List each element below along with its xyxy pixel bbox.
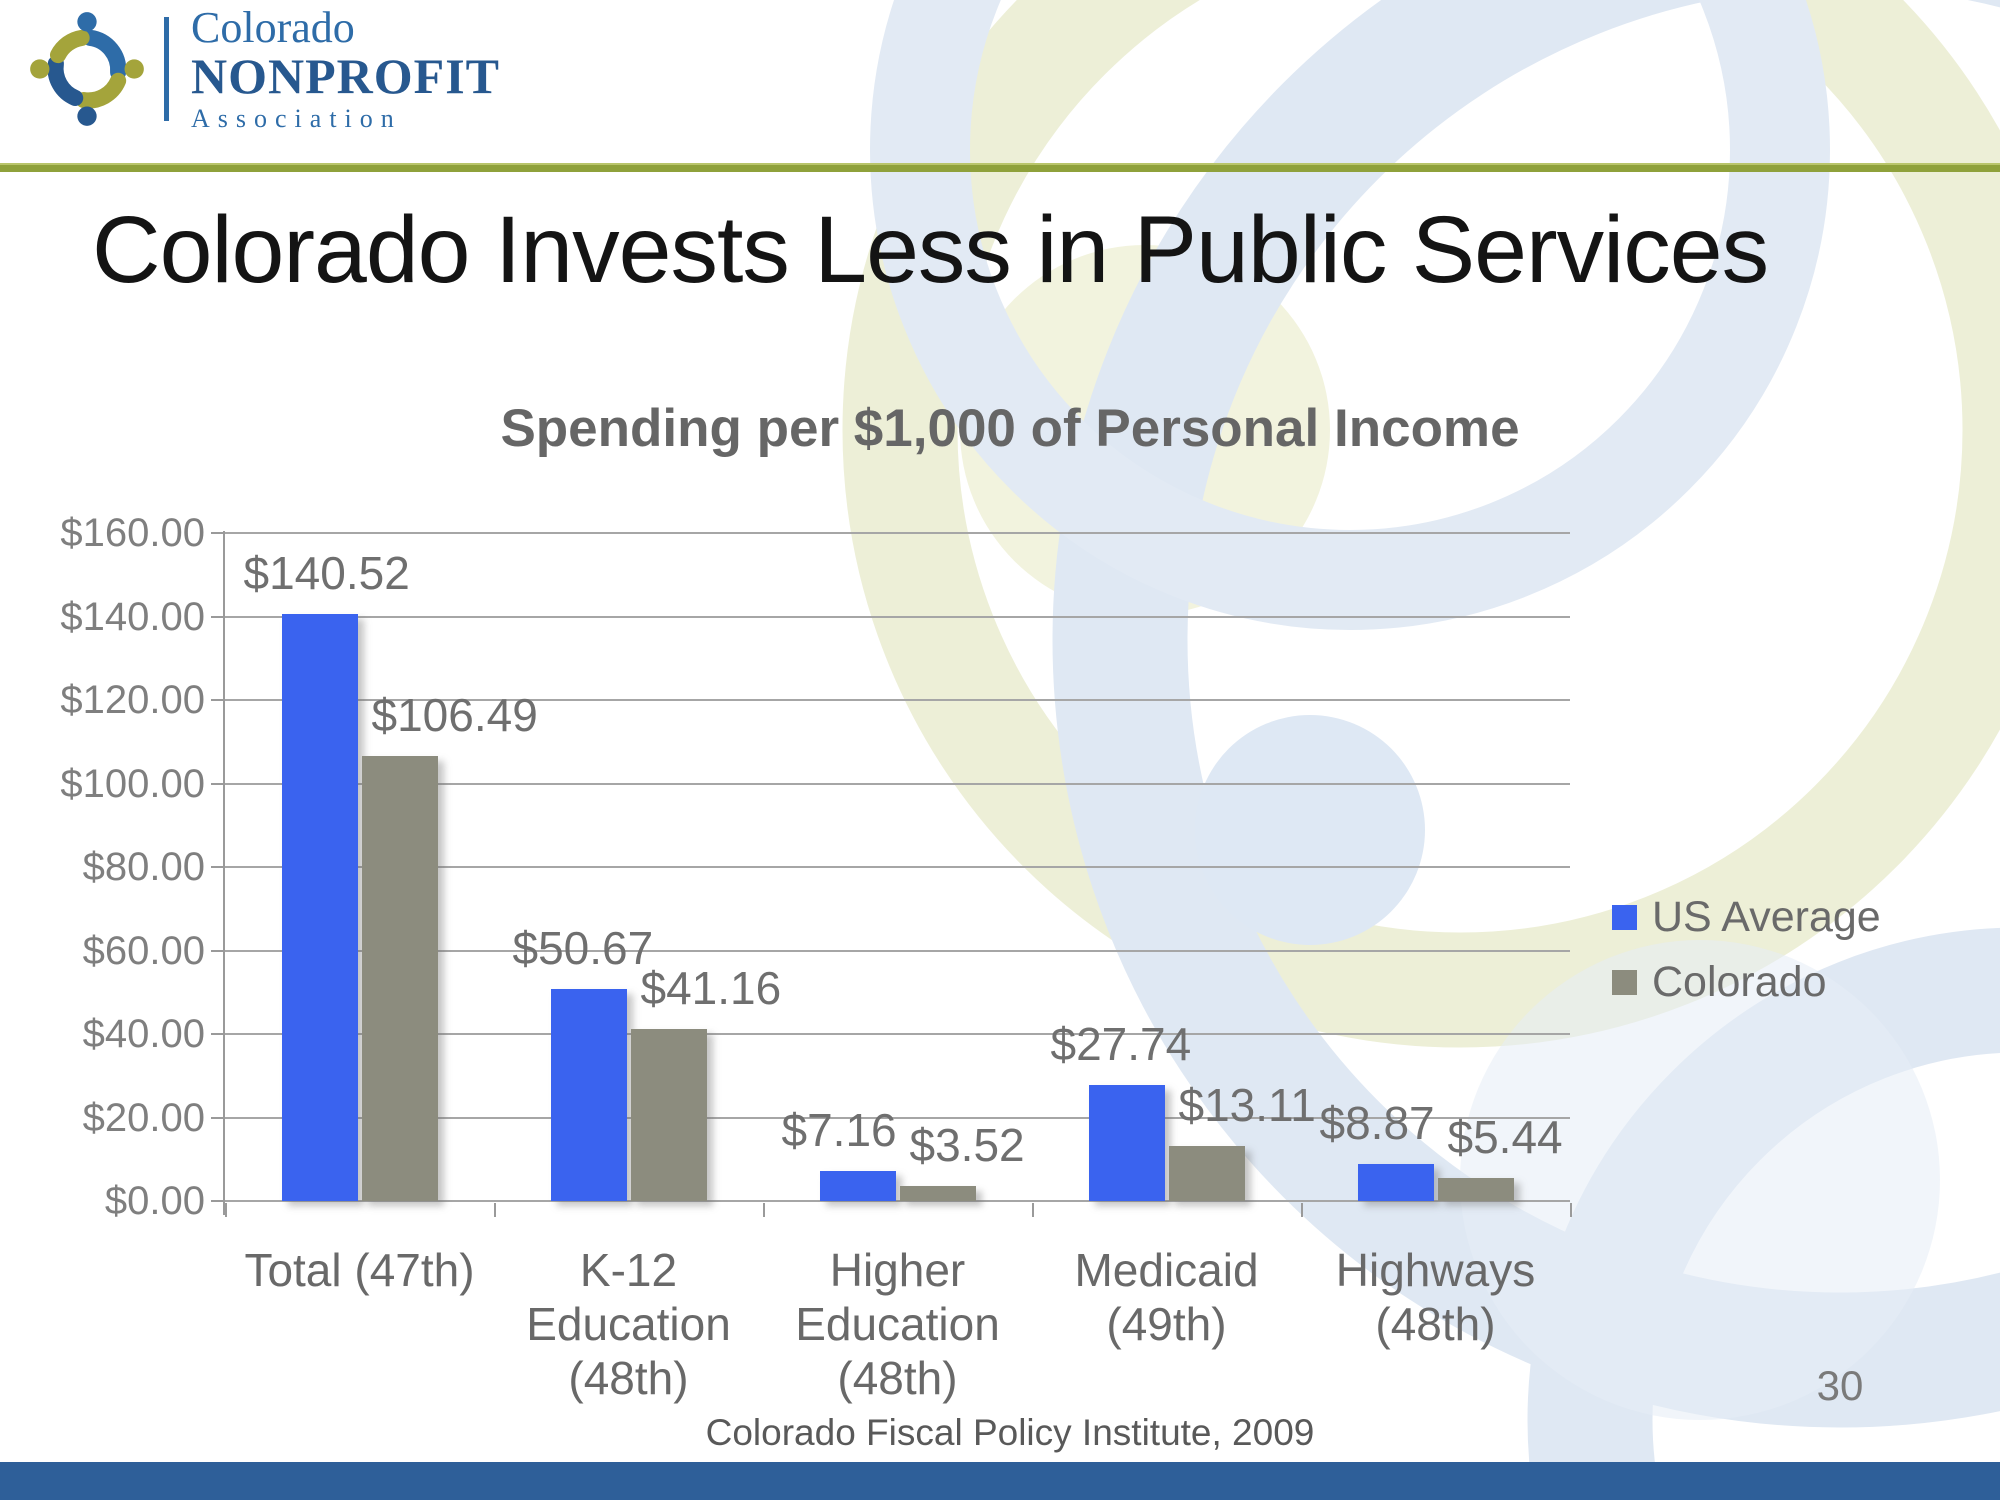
- x-axis-category-label: Medicaid (49th): [1074, 1244, 1259, 1350]
- logo-text-colorado: Colorado: [191, 3, 355, 52]
- bar-colorado: [630, 1029, 707, 1201]
- legend-item-colorado: Colorado: [1612, 958, 1881, 1007]
- logo-text-association: Association: [191, 103, 402, 133]
- logo-divider: [164, 17, 169, 122]
- legend-label: US Average: [1652, 893, 1881, 941]
- y-gridline: [225, 615, 1570, 618]
- bar-value-label: $27.74: [1050, 1018, 1192, 1071]
- x-axis-tick: [494, 1203, 496, 1217]
- y-axis-tick: [211, 782, 225, 785]
- organization-logo: Colorado NONPROFIT Association: [28, 3, 500, 133]
- x-axis-tick: [1301, 1203, 1303, 1217]
- page-number: 30: [1816, 1362, 1864, 1409]
- y-gridline: [225, 699, 1570, 701]
- x-axis-tick: [225, 1203, 227, 1217]
- bar-value-label: $7.16: [781, 1104, 897, 1157]
- y-axis-tick: [211, 949, 225, 952]
- bar-value-label: $106.49: [371, 689, 538, 742]
- slide-header: Colorado NONPROFIT Association: [0, 0, 2000, 175]
- y-axis-tick-label: $100.00: [60, 761, 205, 806]
- source-note: Colorado Fiscal Policy Institute, 2009: [705, 1412, 1315, 1453]
- bar-us-average: [1088, 1085, 1165, 1201]
- y-axis-line: [223, 531, 225, 1215]
- y-gridline: [225, 1200, 1570, 1202]
- header-rule: [0, 163, 2000, 172]
- bar-value-label: $13.11: [1178, 1079, 1316, 1132]
- bar-value-label: $3.52: [909, 1119, 1025, 1172]
- x-axis-tick: [1570, 1203, 1572, 1217]
- y-gridline: [225, 866, 1570, 868]
- y-axis-tick-label: $0.00: [104, 1179, 205, 1223]
- y-axis-tick: [211, 1200, 225, 1202]
- x-axis-tick: [1032, 1203, 1034, 1217]
- y-axis-tick: [211, 532, 225, 534]
- bar-colorado: [1437, 1178, 1514, 1201]
- y-axis-tick-label: $80.00: [82, 845, 205, 889]
- chart-legend: US Average Colorado: [1612, 893, 1881, 1023]
- x-axis-tick: [763, 1203, 765, 1217]
- y-axis-tick-label: $120.00: [60, 678, 205, 722]
- y-gridline: [225, 782, 1570, 785]
- bar-us-average: [819, 1171, 896, 1201]
- x-axis-category-label: Higher Education (48th): [795, 1244, 1000, 1404]
- y-axis-tick: [211, 866, 225, 868]
- y-gridline: [225, 949, 1570, 952]
- bar-us-average: [550, 989, 627, 1201]
- bar-value-label: $5.44: [1447, 1111, 1563, 1164]
- logo-swirl-icon: [30, 12, 144, 127]
- y-gridline: [225, 1116, 1570, 1119]
- y-axis-tick-label: $60.00: [82, 928, 205, 973]
- bar-us-average: [281, 614, 358, 1201]
- legend-swatch: [1612, 905, 1637, 930]
- slide-title: Colorado Invests Less in Public Services: [92, 197, 1769, 303]
- y-axis-tick-label: $140.00: [60, 594, 205, 639]
- logo-wordmark: Colorado NONPROFIT Association: [191, 3, 500, 133]
- bar-value-label: $41.16: [640, 962, 782, 1015]
- y-axis-tick-label: $160.00: [60, 511, 205, 555]
- x-axis-category-label: Total (47th): [244, 1244, 475, 1296]
- legend-label: Colorado: [1652, 958, 1827, 1006]
- y-axis-tick: [211, 1033, 225, 1035]
- x-axis-category-label: Highways (48th): [1335, 1244, 1536, 1350]
- x-axis-category-label: K-12 Education (48th): [526, 1244, 731, 1404]
- bar-value-label: $50.67: [512, 922, 654, 975]
- logo-text-nonprofit: NONPROFIT: [191, 47, 500, 104]
- bar-value-label: $140.52: [243, 547, 410, 600]
- bar-value-label: $8.87: [1319, 1096, 1435, 1149]
- footer-bar: [0, 1462, 2000, 1500]
- legend-swatch: [1612, 970, 1637, 995]
- bar-colorado: [899, 1186, 976, 1201]
- y-axis-tick: [211, 615, 225, 618]
- bar-us-average: [1357, 1163, 1434, 1201]
- legend-item-us-average: US Average: [1612, 893, 1881, 942]
- chart-title: Spending per $1,000 of Personal Income: [500, 399, 1520, 458]
- y-gridline: [225, 532, 1570, 534]
- y-gridline: [225, 1033, 1570, 1035]
- bar-colorado: [361, 756, 438, 1201]
- y-axis-tick-label: $40.00: [82, 1012, 205, 1056]
- y-axis-tick-label: $20.00: [82, 1095, 205, 1140]
- bar-colorado: [1168, 1146, 1245, 1201]
- y-axis-tick: [211, 1116, 225, 1119]
- y-axis-tick: [211, 699, 225, 701]
